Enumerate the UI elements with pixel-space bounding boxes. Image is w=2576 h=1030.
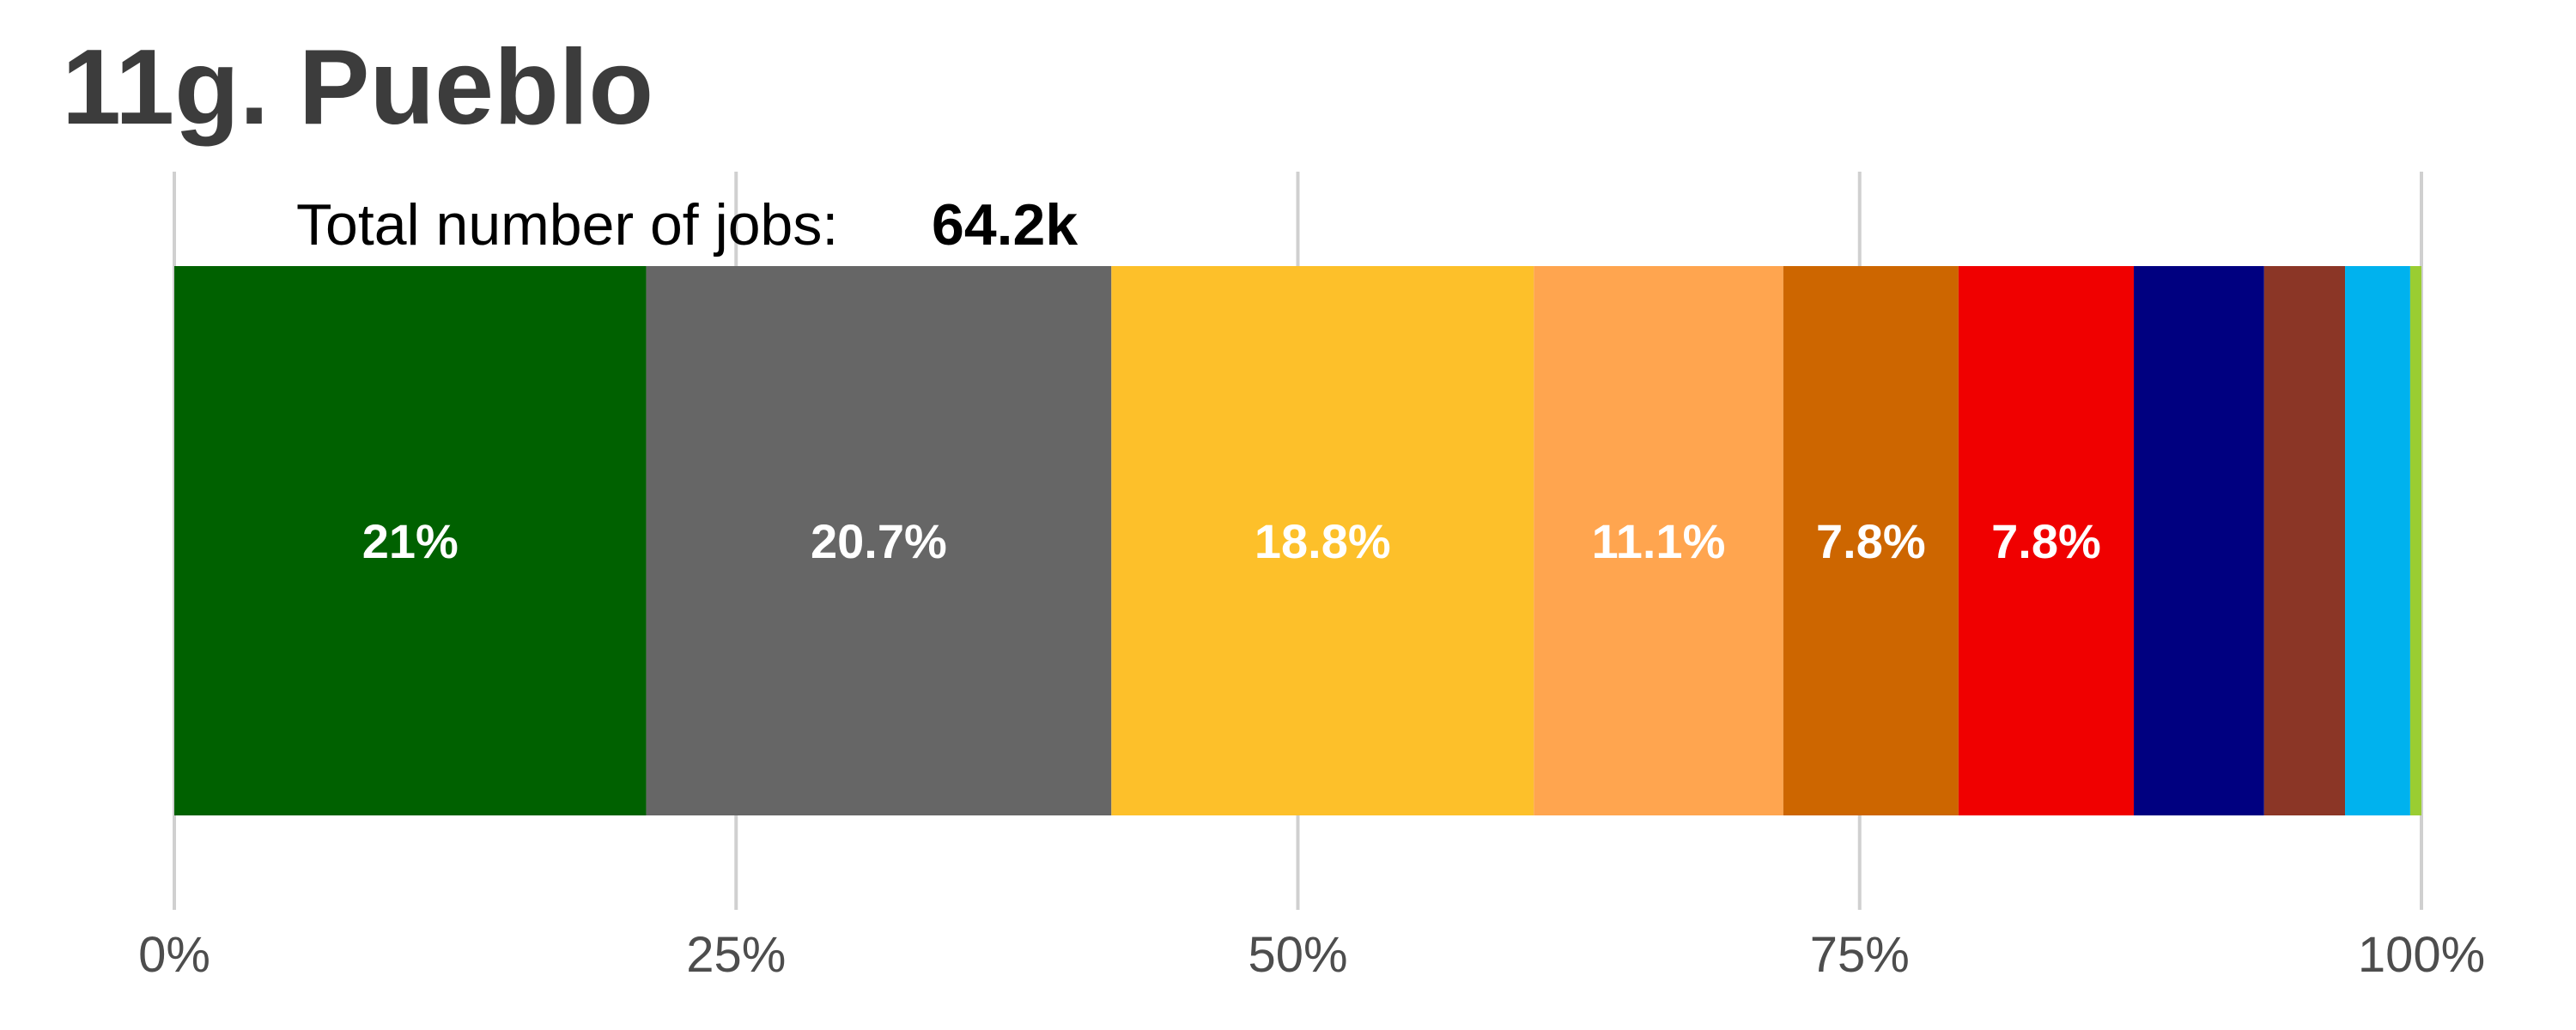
bar-segment	[1958, 266, 2135, 815]
bar-segment	[2263, 266, 2346, 815]
bar-segment	[2134, 266, 2264, 815]
total-jobs-label: Total number of jobs:	[296, 192, 838, 258]
x-tick-label: 75%	[1810, 927, 1910, 983]
x-tick-label: 50%	[1248, 927, 1347, 983]
segment-value-label: 18.8%	[1255, 514, 1391, 568]
segment-value-label: 11.1%	[1592, 514, 1726, 568]
total-jobs-value: 64.2k	[932, 192, 1078, 258]
segment-labels: 21% 20.7% 18.8% 11.1% 7.8% 7.8%	[362, 514, 2101, 568]
segment-value-label: 7.8%	[1816, 514, 1926, 568]
x-tick-label: 0%	[138, 927, 210, 983]
segment-value-label: 20.7%	[811, 514, 947, 568]
segment-value-label: 21%	[362, 514, 459, 568]
bar-segment	[1534, 266, 1783, 815]
bar-segment	[646, 266, 1112, 815]
bar-segment	[2409, 266, 2421, 815]
segment-value-label: 7.8%	[1991, 514, 2101, 568]
bar-segment	[174, 266, 647, 815]
bar-segment	[2345, 266, 2410, 815]
bar-segment	[1783, 266, 1959, 815]
bar-segment	[1111, 266, 1534, 815]
x-axis-tick-labels: 0% 25% 50% 75% 100%	[138, 927, 2485, 983]
bar-segments	[174, 266, 2421, 815]
x-tick-label: 100%	[2358, 927, 2485, 983]
x-tick-label: 25%	[686, 927, 786, 983]
chart-title: 11g. Pueblo	[62, 28, 654, 147]
